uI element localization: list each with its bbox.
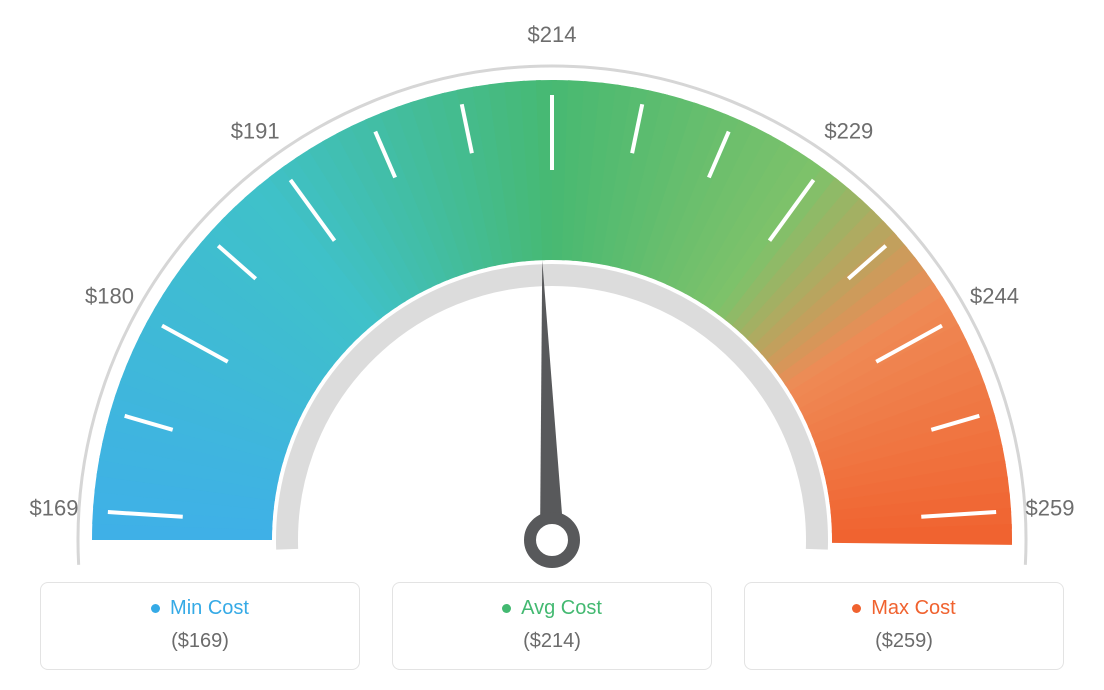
gauge-needle — [540, 260, 564, 540]
gauge-tick-label: $214 — [528, 22, 577, 47]
legend-row: Min Cost ($169) Avg Cost ($214) Max Cost… — [0, 582, 1104, 670]
gauge-tick-label: $259 — [1026, 495, 1075, 520]
gauge-tick-label: $191 — [231, 118, 280, 143]
legend-dot-max — [852, 604, 861, 613]
legend-dot-min — [151, 604, 160, 613]
gauge-svg: $169 $180 $191 $214 $229 $244 $259 — [0, 0, 1104, 580]
legend-card-avg: Avg Cost ($214) — [392, 582, 712, 670]
gauge-area: $169 $180 $191 $214 $229 $244 $259 — [0, 0, 1104, 580]
legend-value-min: ($169) — [51, 630, 349, 653]
legend-title-max: Max Cost — [852, 597, 955, 620]
legend-value-max: ($259) — [755, 630, 1053, 653]
gauge-tick-label: $244 — [970, 284, 1019, 309]
legend-title-avg: Avg Cost — [502, 597, 602, 620]
legend-title-min: Min Cost — [151, 597, 249, 620]
legend-value-avg: ($214) — [403, 630, 701, 653]
legend-label: Max Cost — [871, 597, 955, 620]
legend-label: Min Cost — [170, 597, 249, 620]
legend-card-max: Max Cost ($259) — [744, 582, 1064, 670]
gauge-tick-label: $229 — [824, 118, 873, 143]
gauge-tick-label: $180 — [85, 284, 134, 309]
gauge-tick-label: $169 — [30, 495, 79, 520]
cost-gauge-chart: $169 $180 $191 $214 $229 $244 $259 Min Cost ($… — [0, 0, 1104, 690]
gauge-needle-hub — [530, 518, 574, 562]
legend-dot-avg — [502, 604, 511, 613]
legend-label: Avg Cost — [521, 597, 602, 620]
legend-card-min: Min Cost ($169) — [40, 582, 360, 670]
